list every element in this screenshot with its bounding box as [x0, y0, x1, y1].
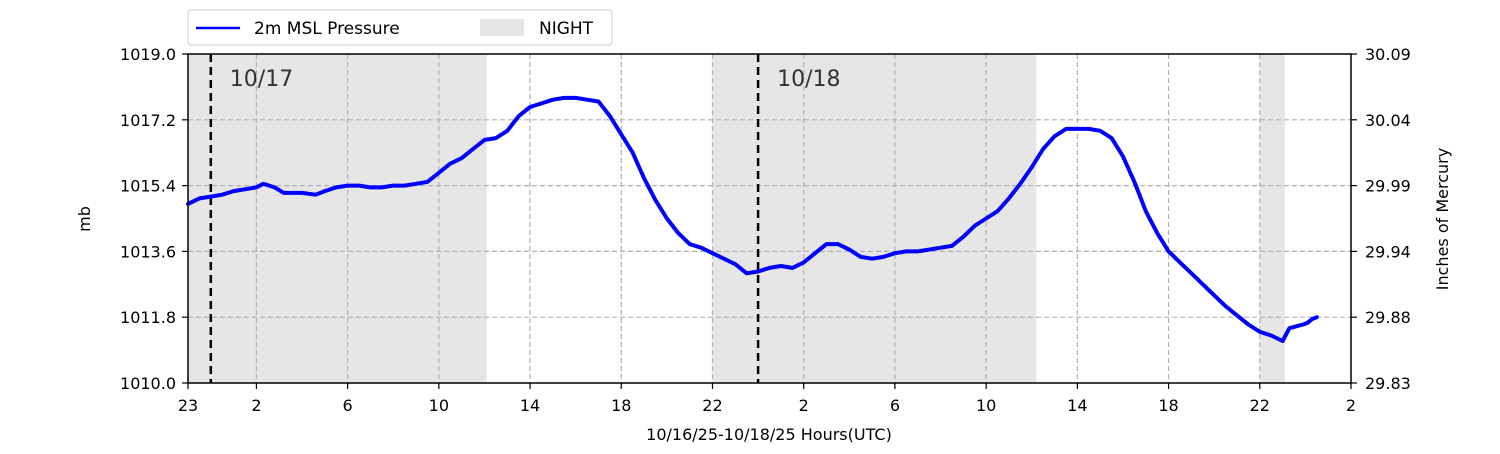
day-marker-label-1: 10/18: [777, 67, 840, 92]
y-axis-right-ticks: 29.83 29.88 29.94 29.99 30.04 30.09: [1351, 45, 1411, 393]
y-tick-label-3: 1015.4: [120, 177, 176, 196]
y-axis-left-ticks: 1010.0 1011.8 1013.6 1015.4 1017.2 1019.0: [120, 45, 188, 393]
y-tick-label-4: 1017.2: [120, 111, 176, 130]
legend-night-swatch: [480, 19, 524, 36]
x-tick-label-0: 23: [178, 396, 198, 415]
x-tick-label-9: 10: [976, 396, 996, 415]
night-band-1: [712, 54, 1037, 383]
night-band-2: [1259, 54, 1285, 383]
x-tick-label-8: 6: [890, 396, 900, 415]
x-tick-label-4: 14: [520, 396, 540, 415]
y-axis-left-label: mb: [75, 206, 94, 232]
x-axis-label: 10/16/25-10/18/25 Hours(UTC): [646, 425, 892, 444]
x-tick-label-7: 2: [799, 396, 809, 415]
y-right-tick-label-4: 30.04: [1365, 111, 1411, 130]
x-tick-label-3: 10: [429, 396, 449, 415]
x-tick-label-1: 2: [251, 396, 261, 415]
legend-night-label: NIGHT: [539, 19, 594, 39]
x-tick-label-12: 22: [1250, 396, 1270, 415]
day-marker-label-0: 10/17: [230, 67, 293, 92]
y-tick-label-0: 1010.0: [120, 374, 176, 393]
y-tick-label-5: 1019.0: [120, 45, 176, 64]
y-axis-right-label: Inches of Mercury: [1433, 148, 1452, 290]
x-tick-label-13: 2: [1346, 396, 1356, 415]
x-tick-label-10: 14: [1067, 396, 1087, 415]
night-band-0: [188, 54, 487, 383]
night-bands: [188, 54, 1285, 383]
y-tick-label-2: 1013.6: [120, 242, 176, 261]
y-right-tick-label-0: 29.83: [1365, 374, 1411, 393]
y-right-tick-label-3: 29.99: [1365, 177, 1411, 196]
legend: 2m MSL Pressure NIGHT: [187, 9, 613, 46]
y-right-tick-label-2: 29.94: [1365, 242, 1411, 261]
series-line-0: [186, 95, 1319, 343]
plot-frame: [187, 53, 1352, 384]
series-layer: [186, 95, 1319, 343]
x-tick-label-11: 18: [1158, 396, 1178, 415]
x-tick-label-6: 22: [702, 396, 722, 415]
x-tick-label-2: 6: [343, 396, 353, 415]
legend-box: [187, 9, 613, 46]
legend-series-label: 2m MSL Pressure: [254, 19, 400, 39]
y-right-tick-label-5: 30.09: [1365, 45, 1411, 64]
x-tick-label-5: 18: [611, 396, 631, 415]
y-tick-label-1: 1011.8: [120, 308, 176, 327]
day-markers: 10/17 10/18: [209, 54, 841, 383]
x-axis-ticks: 23 2 6 10 14 18 22 2 6 10 14 18 22 2: [178, 383, 1356, 415]
y-right-tick-label-1: 29.88: [1365, 308, 1411, 327]
